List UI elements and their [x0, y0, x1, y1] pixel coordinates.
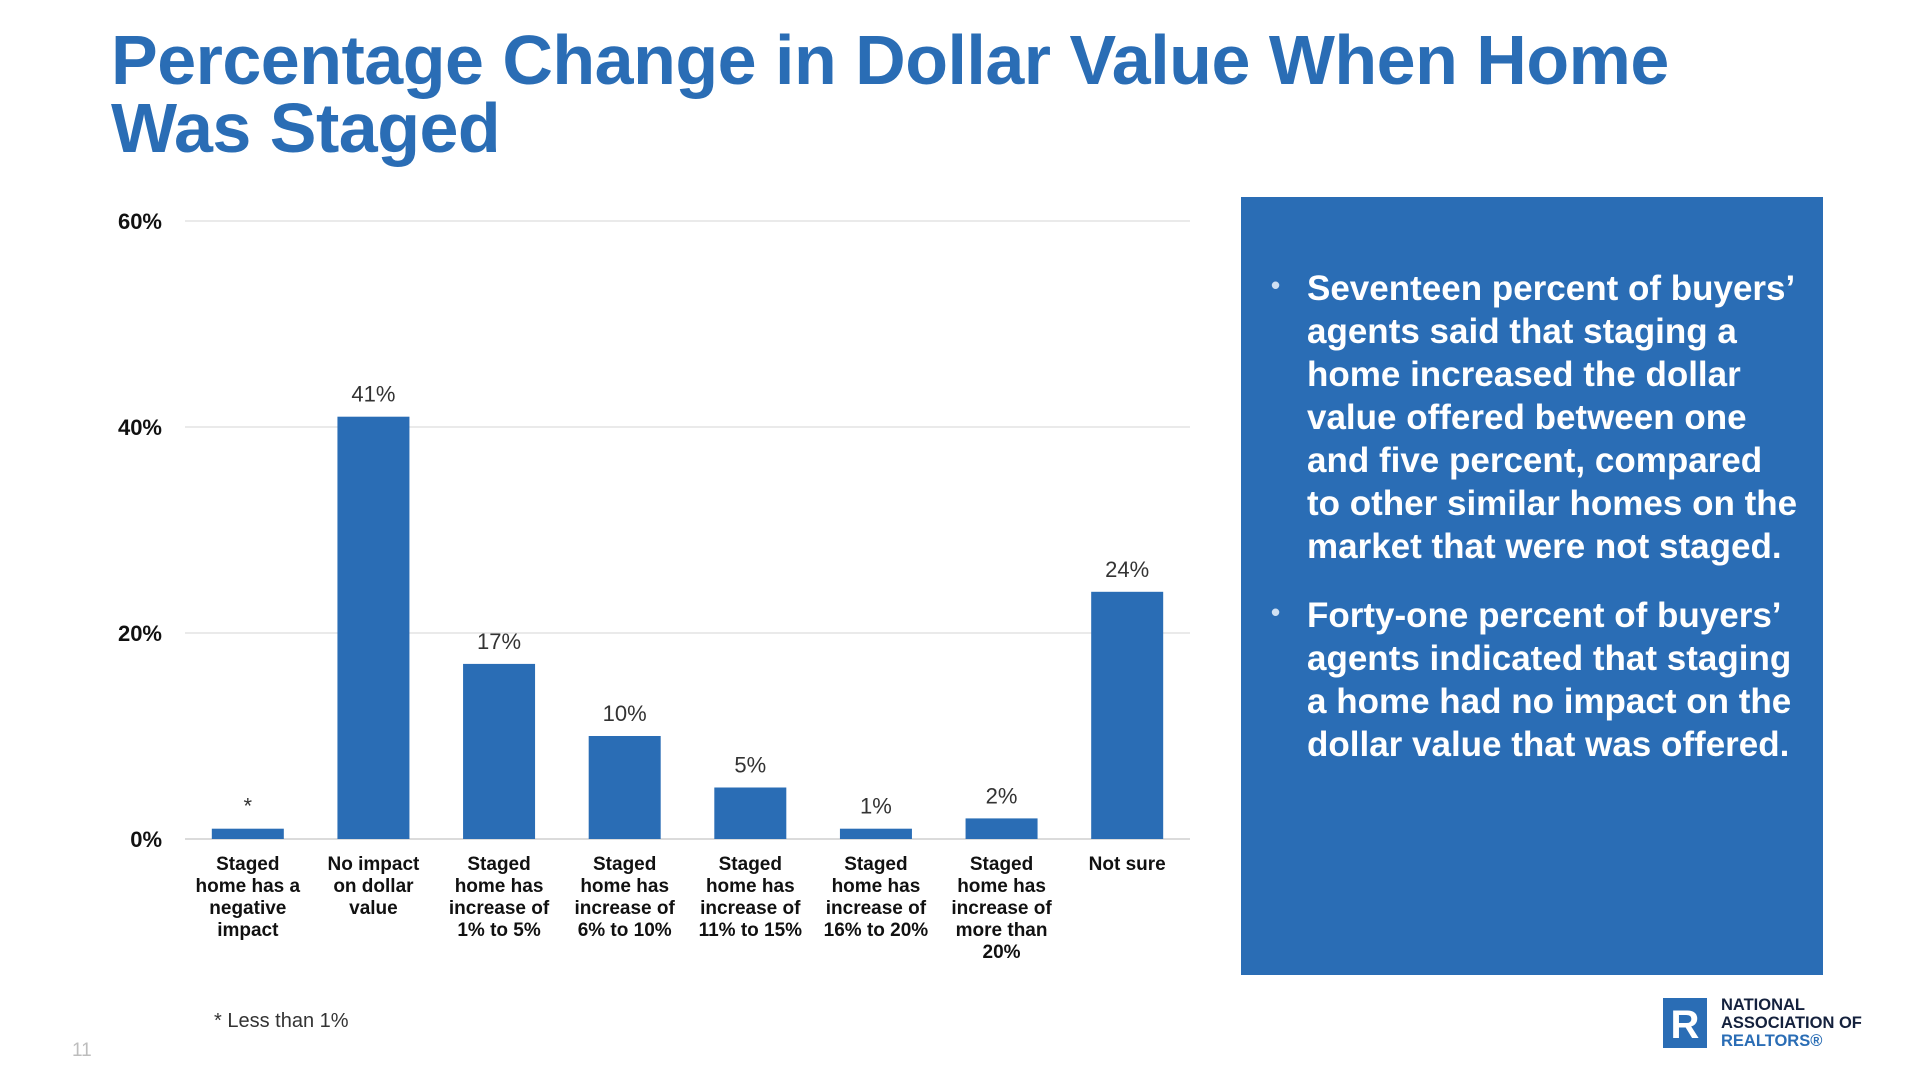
category-label-line: Staged [970, 854, 1033, 875]
category-label-line: Staged [593, 854, 656, 875]
data-label: 10% [603, 701, 647, 726]
finding-text: Forty-one percent of buyers’ agents indi… [1307, 596, 1792, 764]
nar-logo: R NATIONAL ASSOCIATION OF REALTORS® [1663, 996, 1893, 1052]
category-label-line: negative [209, 898, 286, 919]
category-label-line: increase of [449, 898, 550, 919]
category-label: Staged home has a negative impact [196, 854, 301, 941]
category-label: No impact on dollar value [328, 854, 421, 919]
logo-mark-letter: R [1671, 1003, 1700, 1047]
category-label-line: 11% to 15% [699, 920, 803, 941]
category-label-line: increase of [575, 898, 676, 919]
category-label: Staged home has increase of 1% to 5% [449, 854, 550, 941]
category-label: Staged home has increase of 16% to 20% [824, 854, 929, 941]
category-label: Staged home has increase of more than 20% [951, 854, 1052, 963]
bar [1091, 591, 1164, 839]
category-label-line: more than [956, 920, 1048, 941]
y-tick-label: 40% [118, 415, 162, 440]
category-label-line: Staged [216, 854, 279, 875]
bar [839, 828, 912, 839]
finding-item: • Forty-one percent of buyers’ agents in… [1269, 594, 1801, 766]
finding-item: • Seventeen percent of buyers’ agents sa… [1269, 267, 1801, 568]
y-tick-label: 20% [118, 621, 162, 646]
category-label-line: 20% [983, 942, 1021, 963]
category-label: Staged home has increase of 6% to 10% [575, 854, 676, 941]
category-label-line: Not sure [1089, 854, 1166, 875]
data-label: 5% [734, 753, 766, 778]
bar [463, 663, 536, 839]
logo-line-3: REALTORS® [1721, 1032, 1823, 1050]
logo-wordmark: NATIONAL ASSOCIATION OF REALTORS® [1721, 996, 1862, 1050]
data-label: * [244, 794, 253, 819]
category-label-line: home has [580, 876, 669, 897]
data-label: 24% [1105, 557, 1149, 582]
category-label-line: increase of [826, 898, 927, 919]
bar [211, 828, 284, 839]
category-label-line: Staged [844, 854, 907, 875]
category-label: Staged home has increase of 11% to 15% [699, 854, 803, 941]
category-label: Not sure [1089, 854, 1166, 875]
footnote: * Less than 1% [214, 1010, 349, 1032]
bar [337, 416, 410, 839]
category-label-line: 1% to 5% [457, 920, 541, 941]
page-title: Percentage Change in Dollar Value When H… [111, 21, 1669, 167]
bars [211, 416, 1164, 839]
category-label-line: home has [455, 876, 544, 897]
category-label-line: 6% to 10% [578, 920, 672, 941]
bullet-icon: • [1271, 270, 1281, 300]
bar [965, 818, 1038, 839]
data-labels: * 41% 17% 10% 5% 1% 2% 24% [244, 382, 1150, 819]
data-label: 17% [477, 629, 521, 654]
category-label-line: value [349, 898, 398, 919]
finding-text: Seventeen percent of buyers’ agents said… [1307, 269, 1798, 566]
logo-line-1: NATIONAL [1721, 996, 1806, 1014]
category-label-line: home has a [196, 876, 301, 897]
category-label-line: 16% to 20% [824, 920, 929, 941]
category-label-line: impact [217, 920, 279, 941]
data-label: 41% [351, 382, 395, 407]
data-label: 1% [860, 794, 892, 819]
realtor-r-icon: R [1663, 998, 1707, 1048]
category-label-line: increase of [700, 898, 801, 919]
key-findings-panel: • Seventeen percent of buyers’ agents sa… [1241, 197, 1823, 975]
bar-chart: 0%20%40%60% *41%17%10%5%1% 2%24% Staged ho… [118, 209, 1190, 963]
bar [714, 787, 787, 839]
category-label-line: home has [957, 876, 1046, 897]
data-label: 2% [986, 783, 1018, 808]
y-tick-label: 60% [118, 209, 162, 234]
category-label-line: Staged [719, 854, 782, 875]
category-label-line: increase of [951, 898, 1052, 919]
bullet-icon: • [1271, 597, 1281, 627]
category-label-line: home has [706, 876, 795, 897]
findings-list: • Seventeen percent of buyers’ agents sa… [1269, 267, 1801, 766]
category-label-line: on dollar [333, 876, 414, 897]
gridlines [185, 220, 1190, 840]
bar [588, 736, 661, 839]
y-tick-label: 0% [130, 827, 162, 852]
category-label-line: Staged [467, 854, 530, 875]
page-number: 11 [72, 1040, 92, 1061]
category-label-line: No impact [328, 854, 421, 875]
logo-line-2: ASSOCIATION OF [1721, 1014, 1862, 1032]
y-axis-ticks: 0% 20% 40% 60% [118, 209, 162, 852]
category-label-line: home has [832, 876, 921, 897]
